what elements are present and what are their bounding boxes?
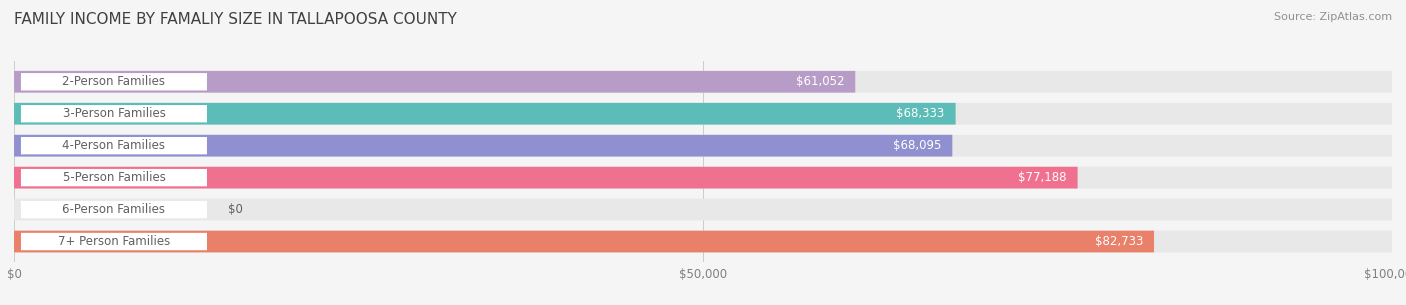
FancyBboxPatch shape — [21, 137, 207, 154]
Text: 2-Person Families: 2-Person Families — [62, 75, 166, 88]
Text: $68,333: $68,333 — [897, 107, 945, 120]
FancyBboxPatch shape — [14, 167, 1077, 188]
Text: FAMILY INCOME BY FAMALIY SIZE IN TALLAPOOSA COUNTY: FAMILY INCOME BY FAMALIY SIZE IN TALLAPO… — [14, 12, 457, 27]
FancyBboxPatch shape — [21, 169, 207, 186]
Text: 6-Person Families: 6-Person Families — [62, 203, 166, 216]
Text: $0: $0 — [228, 203, 242, 216]
FancyBboxPatch shape — [14, 199, 1392, 221]
FancyBboxPatch shape — [21, 233, 207, 250]
FancyBboxPatch shape — [14, 167, 1392, 188]
FancyBboxPatch shape — [14, 71, 855, 93]
FancyBboxPatch shape — [14, 71, 1392, 93]
FancyBboxPatch shape — [21, 73, 207, 91]
Text: 7+ Person Families: 7+ Person Families — [58, 235, 170, 248]
Text: $77,188: $77,188 — [1018, 171, 1067, 184]
Text: Source: ZipAtlas.com: Source: ZipAtlas.com — [1274, 12, 1392, 22]
FancyBboxPatch shape — [21, 105, 207, 122]
FancyBboxPatch shape — [14, 231, 1154, 253]
Text: $61,052: $61,052 — [796, 75, 844, 88]
FancyBboxPatch shape — [14, 231, 1392, 253]
Text: $82,733: $82,733 — [1095, 235, 1143, 248]
Text: 4-Person Families: 4-Person Families — [62, 139, 166, 152]
FancyBboxPatch shape — [14, 135, 952, 156]
FancyBboxPatch shape — [14, 135, 1392, 156]
Text: 5-Person Families: 5-Person Families — [62, 171, 166, 184]
FancyBboxPatch shape — [21, 201, 207, 218]
Text: 3-Person Families: 3-Person Families — [62, 107, 166, 120]
FancyBboxPatch shape — [14, 103, 1392, 124]
Text: $68,095: $68,095 — [893, 139, 941, 152]
FancyBboxPatch shape — [14, 103, 956, 124]
